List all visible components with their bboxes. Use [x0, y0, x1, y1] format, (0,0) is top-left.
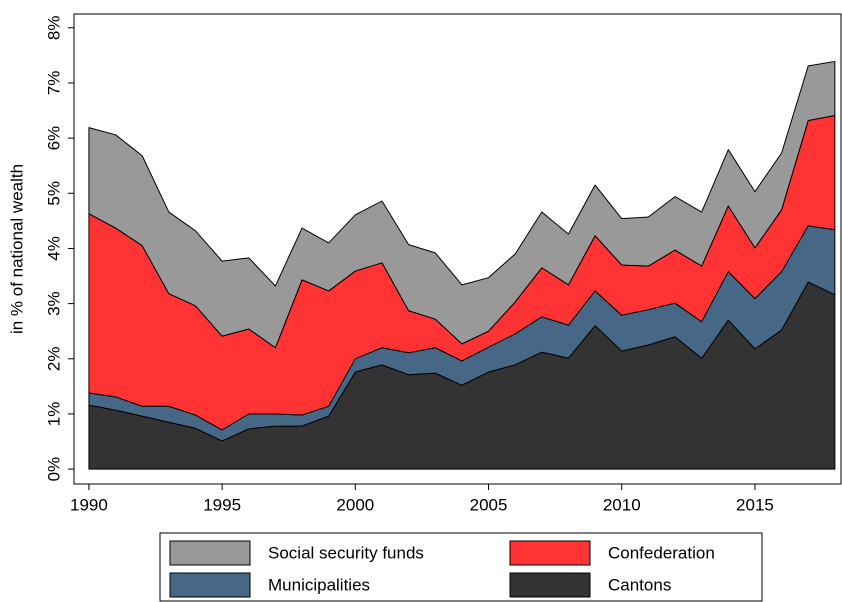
- plot-frame: [73, 13, 842, 485]
- legend-swatch: [509, 540, 591, 566]
- y-tick-label: 2%: [44, 346, 63, 371]
- x-tick-label: 2000: [336, 495, 374, 514]
- x-tick-label: 2010: [603, 495, 641, 514]
- y-axis-label: in % of national wealth: [7, 164, 26, 334]
- y-tick-label: 4%: [44, 236, 63, 261]
- legend-label: Social security funds: [268, 543, 424, 562]
- x-tick-label: 2015: [736, 495, 774, 514]
- legend-swatch: [169, 540, 251, 566]
- x-tick-label: 1995: [203, 495, 241, 514]
- area: [88, 60, 836, 349]
- y-tick-label: 0%: [44, 457, 63, 482]
- x-tick-label: 1990: [70, 495, 108, 514]
- legend-swatch: [169, 572, 251, 598]
- legend-swatch: [509, 572, 591, 598]
- y-tick-label: 5%: [44, 181, 63, 206]
- y-tick-label: 1%: [44, 402, 63, 427]
- y-tick-label: 3%: [44, 291, 63, 316]
- x-tick-label: 2005: [470, 495, 508, 514]
- y-tick-label: 6%: [44, 126, 63, 151]
- legend-box: [159, 532, 763, 602]
- legend-label: Cantons: [608, 575, 671, 594]
- legend-label: Municipalities: [268, 575, 370, 594]
- y-tick-label: 7%: [44, 71, 63, 96]
- y-tick-label: 8%: [44, 16, 63, 41]
- legend-label: Confederation: [608, 543, 715, 562]
